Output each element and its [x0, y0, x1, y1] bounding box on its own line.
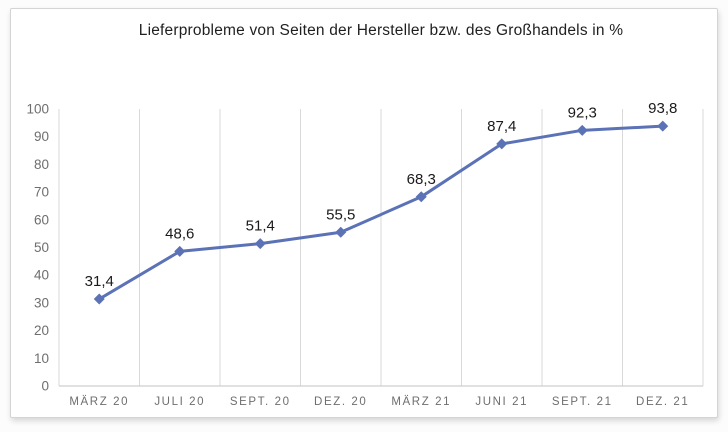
data-point-marker [415, 191, 427, 203]
data-point-label: 51,4 [246, 218, 275, 235]
x-axis-category-label: SEPT. 20 [230, 396, 291, 408]
y-axis-tick-label: 10 [34, 351, 49, 366]
series-line [97, 124, 665, 301]
chart-title: Lieferprobleme von Seiten der Hersteller… [138, 22, 624, 39]
line-chart: 0 10 20 30 40 50 60 70 80 90 100 MÄRZ 20 JULI 20 SEPT… [26, 100, 704, 408]
data-point-label: 68,3 [407, 171, 436, 188]
data-point-marker [335, 226, 347, 238]
data-point-marker [93, 293, 105, 305]
x-axis-category-label: JULI 20 [154, 396, 205, 408]
y-axis-tick-label: 90 [34, 129, 49, 144]
x-axis-category-label: MÄRZ 21 [391, 396, 451, 408]
y-axis-tick-label: 30 [34, 295, 49, 310]
data-point-marker [657, 120, 669, 132]
y-axis-tick-label: 50 [34, 240, 49, 255]
y-axis-tick-label: 60 [34, 212, 49, 227]
data-point-label: 48,6 [165, 225, 194, 242]
data-point-marker [496, 138, 508, 150]
y-axis-tick-label: 100 [26, 102, 49, 117]
y-axis-tick-label: 80 [34, 157, 49, 172]
x-axis-category-label: DEZ. 20 [314, 396, 367, 408]
x-axis-category-label: DEZ. 21 [636, 396, 689, 408]
data-point-marker [174, 245, 186, 257]
data-point-label: 31,4 [85, 273, 114, 290]
data-point-marker [576, 124, 588, 136]
data-point-label: 55,5 [326, 206, 355, 223]
y-axis-tick-label: 70 [34, 185, 49, 200]
y-axis-tick-label: 20 [34, 323, 49, 338]
data-point-marker [254, 238, 266, 250]
x-axis-category-label: JUNI 21 [475, 396, 528, 408]
data-point-label: 92,3 [568, 104, 597, 121]
data-point-label: 87,4 [487, 118, 516, 135]
y-axis-tick-label: 40 [34, 268, 49, 283]
data-point-label: 93,8 [648, 100, 677, 117]
x-axis-category-label: SEPT. 21 [552, 396, 613, 408]
y-axis-tick-label: 0 [41, 379, 49, 394]
chart-card: Lieferprobleme von Seiten der Hersteller… [10, 8, 718, 418]
x-axis-category-label: MÄRZ 20 [69, 396, 129, 408]
